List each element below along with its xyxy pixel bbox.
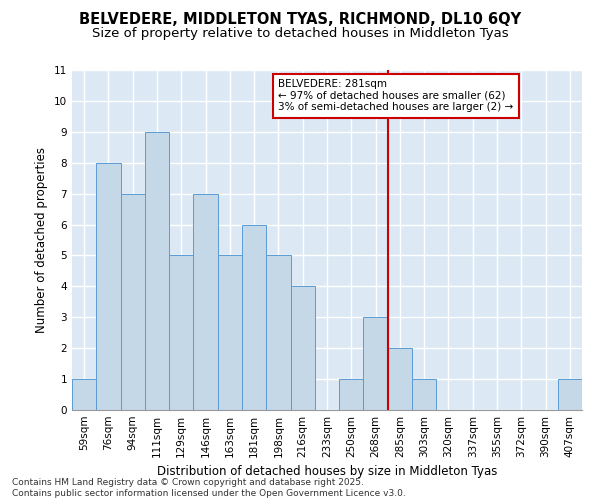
Bar [412, 379, 436, 410]
Bar [121, 194, 145, 410]
Bar [388, 348, 412, 410]
Bar [96, 162, 121, 410]
Bar [364, 318, 388, 410]
Bar [193, 194, 218, 410]
Y-axis label: Number of detached properties: Number of detached properties [35, 147, 49, 333]
Text: Size of property relative to detached houses in Middleton Tyas: Size of property relative to detached ho… [92, 28, 508, 40]
Text: BELVEDERE: 281sqm
← 97% of detached houses are smaller (62)
3% of semi-detached : BELVEDERE: 281sqm ← 97% of detached hous… [278, 80, 514, 112]
Bar [266, 256, 290, 410]
Bar [290, 286, 315, 410]
X-axis label: Distribution of detached houses by size in Middleton Tyas: Distribution of detached houses by size … [157, 466, 497, 478]
Text: BELVEDERE, MIDDLETON TYAS, RICHMOND, DL10 6QY: BELVEDERE, MIDDLETON TYAS, RICHMOND, DL1… [79, 12, 521, 28]
Bar [242, 224, 266, 410]
Bar [339, 379, 364, 410]
Text: Contains HM Land Registry data © Crown copyright and database right 2025.
Contai: Contains HM Land Registry data © Crown c… [12, 478, 406, 498]
Bar [72, 379, 96, 410]
Bar [218, 256, 242, 410]
Bar [145, 132, 169, 410]
Bar [558, 379, 582, 410]
Bar [169, 256, 193, 410]
